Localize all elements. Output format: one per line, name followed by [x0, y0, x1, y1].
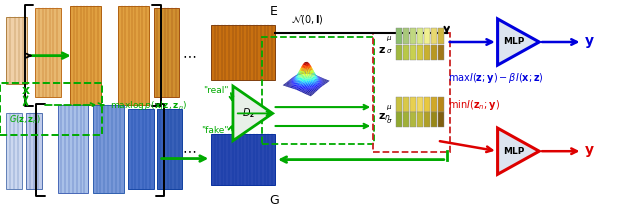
Bar — [431, 45, 437, 60]
Bar — [93, 105, 124, 193]
Bar — [403, 45, 409, 60]
Text: $G(\mathbf{z}, \mathbf{z}_n)$: $G(\mathbf{z}, \mathbf{z}_n)$ — [10, 113, 42, 126]
Text: G: G — [269, 194, 279, 207]
Bar — [403, 112, 409, 127]
Text: $\max I(\mathbf{z}; \mathbf{y}) - \beta I(\mathbf{x}; \mathbf{z})$: $\max I(\mathbf{z}; \mathbf{y}) - \beta … — [448, 71, 544, 85]
Polygon shape — [233, 86, 273, 141]
Text: MLP: MLP — [503, 147, 524, 156]
Bar — [410, 45, 416, 60]
Bar — [6, 17, 27, 84]
Bar — [118, 6, 149, 105]
Bar — [424, 28, 430, 44]
Text: E: E — [270, 5, 278, 18]
Bar — [410, 28, 416, 44]
Text: $\mathbf{x}$: $\mathbf{x}$ — [20, 84, 31, 97]
Text: $\min I(\mathbf{z}_n; \mathbf{y})$: $\min I(\mathbf{z}_n; \mathbf{y})$ — [448, 98, 500, 112]
Bar — [211, 25, 275, 80]
Bar — [417, 45, 423, 60]
Bar — [6, 113, 22, 189]
Bar — [26, 113, 42, 189]
Bar — [431, 112, 437, 127]
Bar — [417, 28, 423, 44]
Bar — [417, 112, 423, 127]
Bar — [438, 97, 444, 112]
Bar — [424, 112, 430, 127]
Text: "real": "real" — [204, 86, 229, 95]
Polygon shape — [498, 128, 540, 174]
Bar — [70, 6, 101, 105]
Bar — [410, 97, 416, 112]
Text: $\mathbf{y}$: $\mathbf{y}$ — [584, 34, 595, 50]
Text: $\mathcal{N}(0, \mathbf{I})$: $\mathcal{N}(0, \mathbf{I})$ — [291, 13, 324, 26]
Bar — [438, 112, 444, 127]
Text: $\mu$: $\mu$ — [386, 103, 392, 112]
Bar — [424, 45, 430, 60]
Text: $\mathbf{z}$: $\mathbf{z}$ — [378, 45, 385, 55]
Bar — [438, 45, 444, 60]
Bar — [396, 97, 402, 112]
Text: $\sigma$: $\sigma$ — [386, 47, 392, 55]
Text: $D_{\mathbf{z}}$: $D_{\mathbf{z}}$ — [243, 106, 255, 120]
Bar — [424, 97, 430, 112]
Text: $\mathbf{z}_n$: $\mathbf{z}_n$ — [378, 112, 390, 123]
Bar — [154, 8, 179, 97]
Text: $\cdots$: $\cdots$ — [182, 49, 196, 63]
Bar — [396, 28, 402, 44]
Text: $\max \log p(\mathbf{x}|\mathbf{z}, \mathbf{z}_n)$: $\max \log p(\mathbf{x}|\mathbf{z}, \mat… — [110, 98, 187, 112]
Bar — [403, 28, 409, 44]
Bar — [417, 97, 423, 112]
Text: $\mu$: $\mu$ — [386, 34, 392, 43]
Bar — [410, 112, 416, 127]
Bar — [211, 134, 275, 185]
Bar — [128, 109, 154, 189]
Bar — [431, 28, 437, 44]
Polygon shape — [498, 19, 540, 65]
Bar — [157, 109, 182, 189]
Bar — [403, 97, 409, 112]
Bar — [438, 28, 444, 44]
Text: $\mathbf{y}$: $\mathbf{y}$ — [584, 144, 595, 159]
Text: $\cdots$: $\cdots$ — [182, 143, 196, 157]
Bar — [396, 45, 402, 60]
Text: MLP: MLP — [503, 38, 524, 46]
Text: "fake": "fake" — [202, 126, 229, 135]
Bar — [35, 8, 61, 97]
Bar — [58, 105, 88, 193]
Bar — [431, 97, 437, 112]
Bar — [396, 112, 402, 127]
Text: $\sigma$: $\sigma$ — [386, 117, 392, 125]
